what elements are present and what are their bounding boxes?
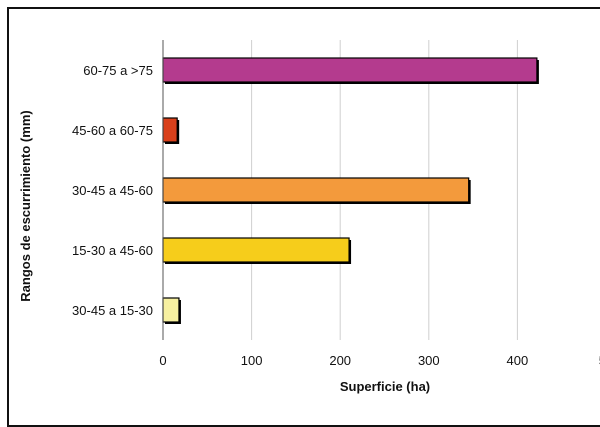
category-labels: 60-75 a >75 45-60 a 60-75 30-45 a 45-60 15-… (72, 63, 153, 318)
x-tick-label: 100 (241, 353, 263, 368)
bar (162, 57, 538, 83)
bar (162, 237, 350, 263)
category-label: 15-30 a 45-60 (72, 243, 153, 258)
category-label: 30-45 a 45-60 (72, 183, 153, 198)
y-axis-title: Rangos de escurrimiento (mm) (18, 110, 33, 301)
x-tick-label: 0 (159, 353, 166, 368)
bar (162, 177, 470, 203)
x-tick-label: 300 (418, 353, 440, 368)
category-label: 30-45 a 15-30 (72, 303, 153, 318)
x-tick-label: 50 (599, 353, 600, 368)
category-label: 45-60 a 60-75 (72, 123, 153, 138)
bar (162, 297, 180, 323)
category-label: 60-75 a >75 (83, 63, 153, 78)
x-tick-labels: 0 100 200 300 400 50 (159, 353, 600, 368)
x-tick-label: 400 (507, 353, 529, 368)
bar (162, 117, 178, 143)
bars (162, 57, 539, 324)
x-axis-title: Superficie (ha) (340, 379, 430, 394)
x-tick-label: 200 (329, 353, 351, 368)
bar-chart: 0 100 200 300 400 50 60-75 a >75 45-60 a 60-75… (18, 40, 600, 394)
